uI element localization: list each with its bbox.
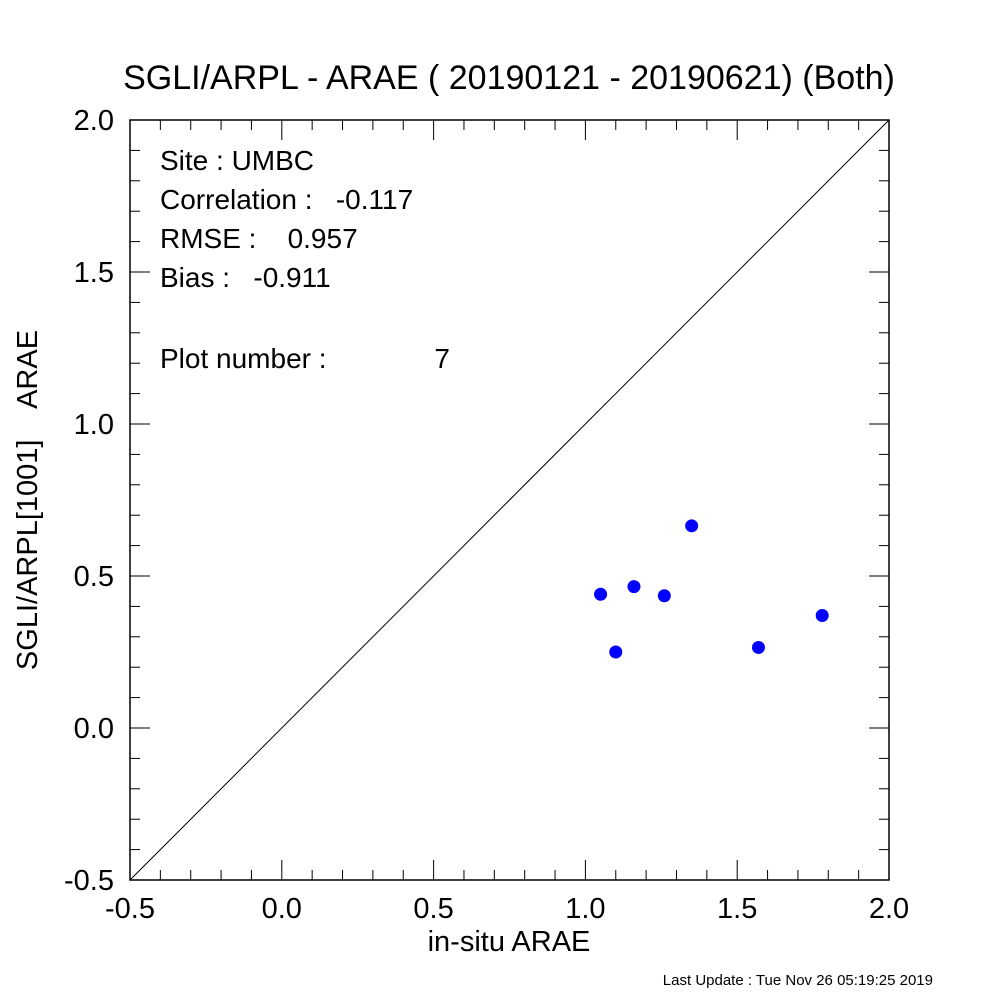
x-tick-label: 0.0: [262, 893, 302, 925]
x-tick-label: 1.5: [717, 893, 757, 925]
plot-number-value: 7: [434, 343, 450, 374]
x-tick-label: 2.0: [869, 893, 909, 925]
y-axis-label: SGLI/ARPL[1001] ARAE: [12, 330, 44, 670]
rmse-label: RMSE : 0.957: [160, 223, 358, 254]
one-to-one-line: [129, 119, 890, 881]
data-point: [657, 589, 671, 603]
x-tick-label: 0.5: [413, 893, 453, 925]
data-point: [609, 645, 623, 659]
y-tick-label: 0.5: [74, 561, 114, 593]
last-update-label: Last Update : Tue Nov 26 05:19:25 2019: [663, 972, 933, 989]
x-tick-label: -0.5: [105, 893, 155, 925]
data-points: [594, 519, 829, 659]
plot-area: [129, 119, 890, 881]
tick-labels: -0.5 0.0 0.5 1.0 1.5 2.0 -0.5 0.0 0.5 1.0 1.5 2.0: [64, 105, 909, 925]
bias-label: Bias : -0.911: [160, 262, 331, 293]
data-point: [751, 640, 765, 654]
y-tick-label: 1.0: [74, 409, 114, 441]
plot-number-label: Plot number :: [160, 343, 327, 374]
stats-annotation: Site : UMBC Correlation : -0.117 RMSE : …: [160, 145, 450, 374]
data-point: [594, 587, 608, 601]
chart-title: SGLI/ARPL - ARAE ( 20190121 - 20190621) …: [123, 59, 895, 97]
y-tick-label: 2.0: [74, 105, 114, 137]
site-label: Site : UMBC: [160, 145, 314, 176]
data-point: [685, 519, 699, 533]
data-point: [627, 580, 641, 594]
plot-frame: [129, 119, 890, 881]
data-point: [815, 609, 829, 623]
x-tick-label: 1.0: [565, 893, 605, 925]
y-tick-label: 1.5: [74, 257, 114, 289]
y-tick-label: 0.0: [74, 713, 114, 745]
correlation-label: Correlation : -0.117: [160, 184, 413, 215]
x-axis-label: in-situ ARAE: [428, 926, 591, 958]
axis-ticks: [129, 119, 890, 881]
y-tick-label: -0.5: [64, 865, 114, 897]
